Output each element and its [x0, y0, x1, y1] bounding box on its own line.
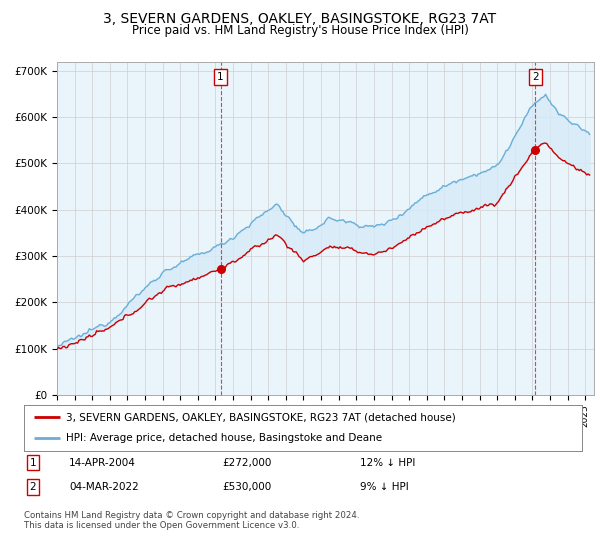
Text: £272,000: £272,000: [222, 458, 271, 468]
Text: 1: 1: [29, 458, 37, 468]
Text: 04-MAR-2022: 04-MAR-2022: [69, 482, 139, 492]
Text: HPI: Average price, detached house, Basingstoke and Deane: HPI: Average price, detached house, Basi…: [66, 433, 382, 444]
Text: £530,000: £530,000: [222, 482, 271, 492]
Text: 2: 2: [532, 72, 539, 82]
Text: 3, SEVERN GARDENS, OAKLEY, BASINGSTOKE, RG23 7AT: 3, SEVERN GARDENS, OAKLEY, BASINGSTOKE, …: [103, 12, 497, 26]
Text: 12% ↓ HPI: 12% ↓ HPI: [360, 458, 415, 468]
Text: Price paid vs. HM Land Registry's House Price Index (HPI): Price paid vs. HM Land Registry's House …: [131, 24, 469, 36]
Text: Contains HM Land Registry data © Crown copyright and database right 2024.
This d: Contains HM Land Registry data © Crown c…: [24, 511, 359, 530]
Text: 9% ↓ HPI: 9% ↓ HPI: [360, 482, 409, 492]
Text: 3, SEVERN GARDENS, OAKLEY, BASINGSTOKE, RG23 7AT (detached house): 3, SEVERN GARDENS, OAKLEY, BASINGSTOKE, …: [66, 412, 455, 422]
Text: 2: 2: [29, 482, 37, 492]
Text: 14-APR-2004: 14-APR-2004: [69, 458, 136, 468]
Text: 1: 1: [217, 72, 224, 82]
